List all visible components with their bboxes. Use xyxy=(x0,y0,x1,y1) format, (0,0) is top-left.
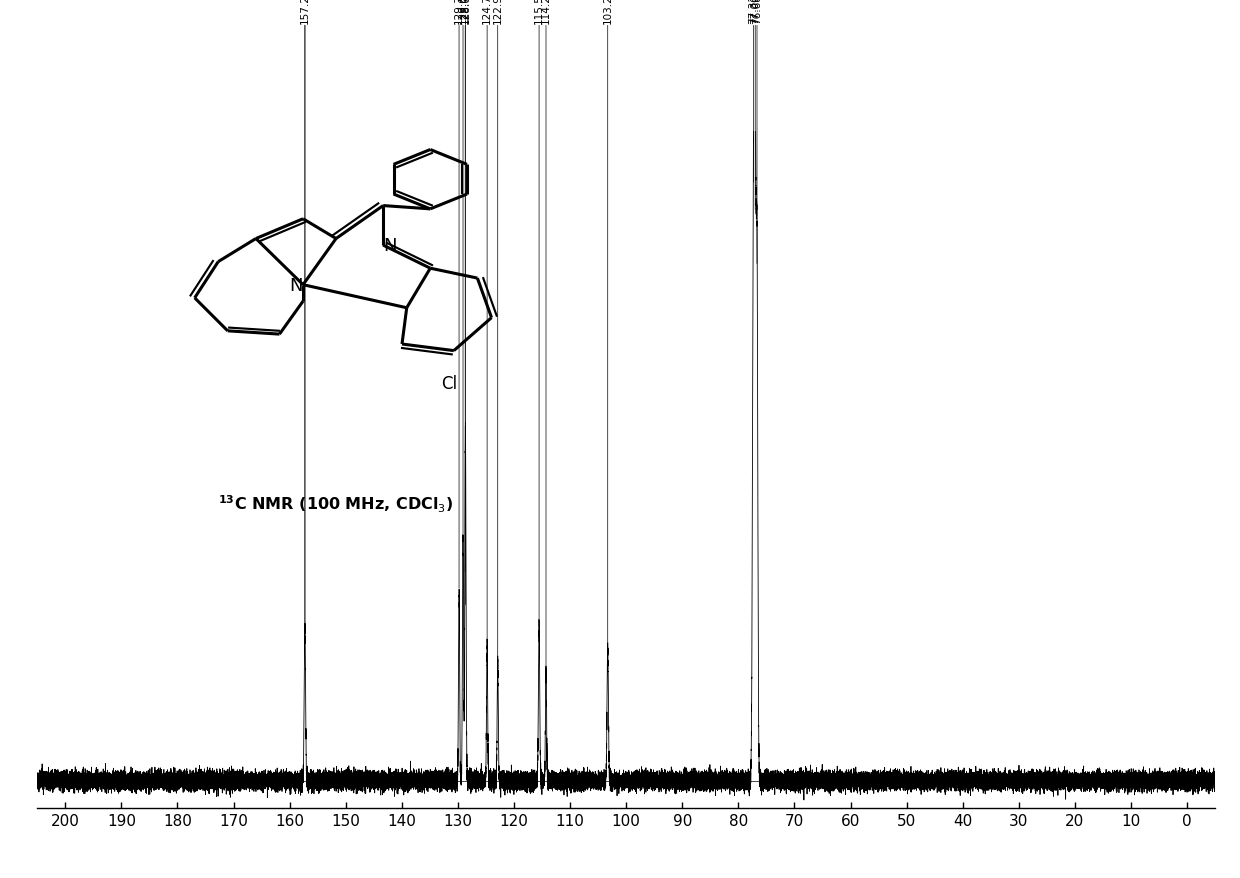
Text: N: N xyxy=(289,277,303,294)
Text: 77.318: 77.318 xyxy=(749,0,759,24)
Text: 128.701: 128.701 xyxy=(460,0,470,24)
Text: 122.904: 122.904 xyxy=(492,0,502,24)
Text: 124.794: 124.794 xyxy=(482,0,492,24)
Text: 157.276: 157.276 xyxy=(300,0,310,24)
Text: 129.089: 129.089 xyxy=(458,0,467,24)
Text: 77.000: 77.000 xyxy=(750,0,760,24)
Text: 114.297: 114.297 xyxy=(541,0,551,24)
Text: 76.683: 76.683 xyxy=(751,0,763,24)
Text: Cl: Cl xyxy=(441,374,458,392)
Text: 129.798: 129.798 xyxy=(454,0,464,24)
Text: 103.294: 103.294 xyxy=(603,0,613,24)
Text: $\mathbf{^{13}C}$ NMR (100 MHz, CDCl$_3$): $\mathbf{^{13}C}$ NMR (100 MHz, CDCl$_3$… xyxy=(218,493,454,515)
Text: 128.620: 128.620 xyxy=(460,0,471,24)
Text: N: N xyxy=(383,237,397,255)
Text: 115.532: 115.532 xyxy=(534,0,544,24)
